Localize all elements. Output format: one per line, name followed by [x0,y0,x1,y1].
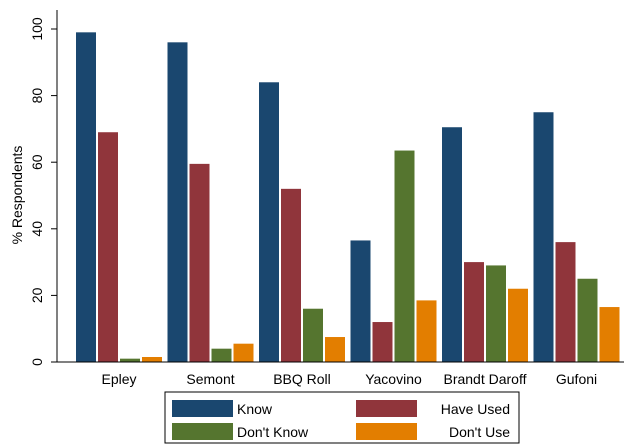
legend-label: Don't Use [449,424,510,440]
bar [350,240,371,362]
x-labels-group: Epley Semont BBQ Roll Yacovino Brandt Daroff… [101,371,597,387]
bar [189,163,210,362]
bar [394,150,415,362]
bar [325,337,345,362]
x-tick-label: Epley [101,371,136,387]
y-tick-label: 0 [29,358,45,366]
x-tick-label: Gufoni [556,371,597,387]
bar [98,132,118,362]
y-tick-label: 20 [29,287,45,303]
bar [259,82,279,362]
bar [508,288,528,362]
legend-swatch [172,423,233,440]
bar [464,262,484,362]
x-tick-label: BBQ Roll [273,371,331,387]
y-axis-title: % Respondents [9,146,25,245]
x-tick-label: Semont [186,371,234,387]
bar [211,348,232,362]
y-ticks-group: 0 20 40 60 80 100 [29,17,57,366]
bar [577,278,598,362]
bar [555,242,576,362]
bar [442,127,462,362]
x-tick-label: Yacovino [365,371,422,387]
bar [533,112,554,362]
bar [599,307,620,362]
bar [167,42,188,362]
x-tick-label: Brandt Daroff [443,371,526,387]
bar [416,300,437,362]
legend: Know Have Used Don't Know Don't Use [164,391,520,444]
y-tick-label: 60 [29,154,45,170]
bar [76,32,96,363]
legend-swatch [356,423,417,440]
legend-swatch [172,400,233,417]
bars-group [76,32,620,363]
bar [233,343,254,362]
legend-label: Know [237,401,273,417]
bar [486,265,506,362]
legend-label: Don't Know [237,424,309,440]
bar [303,308,323,362]
legend-swatch [356,400,417,417]
bar [372,322,393,362]
bar [142,357,162,362]
bar [281,188,301,362]
y-tick-label: 80 [29,88,45,104]
bar [120,358,140,362]
y-tick-label: 100 [29,17,45,41]
y-tick-label: 40 [29,221,45,237]
legend-label: Have Used [441,401,510,417]
